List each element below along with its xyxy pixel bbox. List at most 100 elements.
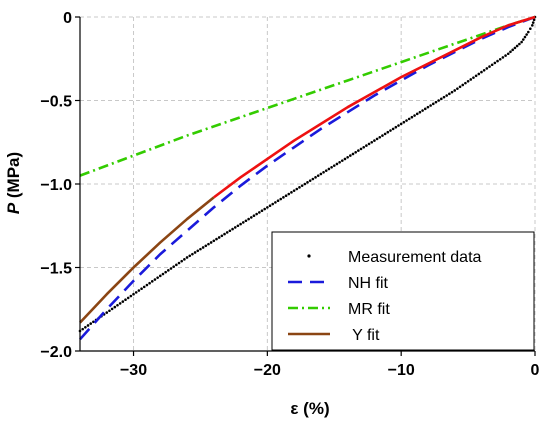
data-point (421, 109, 424, 112)
data-point (488, 65, 491, 68)
data-point (523, 35, 527, 39)
data-point (215, 237, 218, 241)
y-axis-title-symbol: P (4, 202, 23, 214)
data-point (258, 211, 261, 214)
data-point (518, 42, 521, 46)
data-point (399, 122, 403, 126)
data-point (126, 296, 130, 300)
data-point (311, 177, 315, 181)
data-point (150, 280, 154, 283)
data-point (196, 249, 200, 253)
data-point (513, 46, 517, 50)
data-point (474, 74, 478, 78)
y-axis-title: P (MPa) (4, 152, 23, 214)
y-tick-label: −2.0 (40, 344, 72, 361)
data-point (448, 92, 451, 96)
data-point (81, 327, 84, 331)
data-point (391, 127, 395, 131)
data-point (520, 40, 523, 44)
data-point (191, 252, 194, 256)
data-point (415, 112, 419, 116)
data-point (233, 226, 237, 229)
data-point (252, 214, 256, 218)
data-point (423, 107, 427, 111)
data-point (239, 222, 242, 226)
x-tick-label: −30 (120, 362, 147, 379)
data-point (490, 63, 494, 67)
data-point (169, 267, 173, 270)
data-point (266, 206, 269, 209)
data-point (434, 100, 438, 104)
data-point (498, 57, 502, 61)
data-point (303, 182, 307, 186)
data-point (458, 85, 462, 89)
data-point (274, 201, 277, 204)
data-point (378, 135, 382, 139)
data-point (359, 147, 363, 151)
data-point (164, 270, 167, 274)
data-point (472, 76, 475, 79)
data-point (480, 70, 483, 74)
data-point (287, 192, 291, 196)
data-point (532, 18, 536, 22)
data-point (531, 24, 534, 27)
data-point (437, 99, 440, 102)
data-point (413, 114, 416, 117)
data-point (298, 186, 301, 189)
data-point (113, 305, 117, 309)
data-point (183, 258, 186, 261)
data-point (407, 117, 411, 121)
data-point (145, 283, 149, 287)
legend-label-nh-fit: NH fit (348, 275, 389, 292)
data-point (493, 61, 497, 65)
data-point (124, 298, 127, 302)
data-point (386, 130, 390, 134)
data-point (167, 269, 170, 272)
data-point (515, 44, 519, 48)
data-point (365, 144, 368, 147)
legend-label-mr-fit: MR fit (348, 301, 390, 318)
data-point (140, 287, 143, 291)
data-point (284, 194, 288, 197)
data-point (527, 30, 530, 34)
data-point (367, 142, 371, 146)
data-point (204, 244, 208, 248)
data-point (316, 174, 320, 177)
data-point (158, 274, 162, 278)
data-point (290, 191, 293, 194)
data-point (464, 81, 467, 85)
series-y-fit-line (79, 196, 215, 324)
data-point (504, 54, 507, 57)
data-point (442, 95, 446, 99)
data-point (201, 246, 205, 249)
data-point (244, 219, 248, 223)
data-point (276, 199, 280, 202)
data-point (485, 67, 489, 70)
data-point (521, 38, 525, 41)
y-tick-label: 0 (63, 10, 72, 27)
series-nh-fit-line (79, 15, 536, 341)
data-point (142, 285, 146, 289)
data-point (501, 56, 505, 59)
data-point (314, 176, 317, 179)
data-point (445, 94, 448, 97)
data-point (375, 137, 379, 141)
data-point (209, 241, 213, 244)
data-point (175, 263, 178, 267)
data-point (225, 231, 229, 234)
data-point (308, 179, 312, 182)
data-point (450, 90, 454, 94)
data-point (394, 125, 398, 129)
data-point (531, 21, 535, 24)
data-point (300, 184, 304, 187)
data-point (271, 202, 275, 206)
data-point (153, 278, 157, 281)
data-point (268, 204, 272, 208)
data-point (431, 102, 435, 106)
data-point (511, 48, 514, 52)
data-point (172, 265, 175, 268)
legend-label-y-fit: Y fit (348, 327, 380, 344)
data-point (418, 110, 422, 114)
data-point (156, 276, 159, 279)
data-point (105, 311, 109, 314)
